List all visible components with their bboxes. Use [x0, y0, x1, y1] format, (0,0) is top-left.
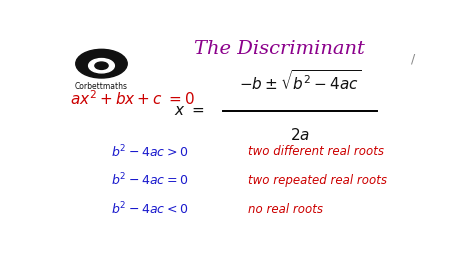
Text: $2a$: $2a$: [290, 127, 310, 143]
Text: Corbettmaths: Corbettmaths: [75, 82, 128, 91]
Text: no real roots: no real roots: [248, 203, 323, 215]
Circle shape: [89, 59, 114, 73]
Text: $b^2 - 4ac < 0$: $b^2 - 4ac < 0$: [111, 201, 188, 217]
Circle shape: [76, 49, 127, 78]
Circle shape: [95, 62, 108, 69]
Text: $b^2 - 4ac > 0$: $b^2 - 4ac > 0$: [111, 143, 188, 160]
Text: $x\ =$: $x\ =$: [174, 103, 204, 118]
Text: $-b \pm \sqrt{b^2 - 4ac}$: $-b \pm \sqrt{b^2 - 4ac}$: [239, 69, 361, 93]
Text: $b^2 - 4ac = 0$: $b^2 - 4ac = 0$: [111, 172, 188, 189]
Text: two different real roots: two different real roots: [248, 145, 384, 158]
Text: $ax^2+bx+c\ =0$: $ax^2+bx+c\ =0$: [70, 89, 195, 108]
Text: The Discriminant: The Discriminant: [194, 40, 365, 58]
Text: two repeated real roots: two repeated real roots: [248, 174, 387, 187]
Text: /: /: [411, 52, 416, 65]
